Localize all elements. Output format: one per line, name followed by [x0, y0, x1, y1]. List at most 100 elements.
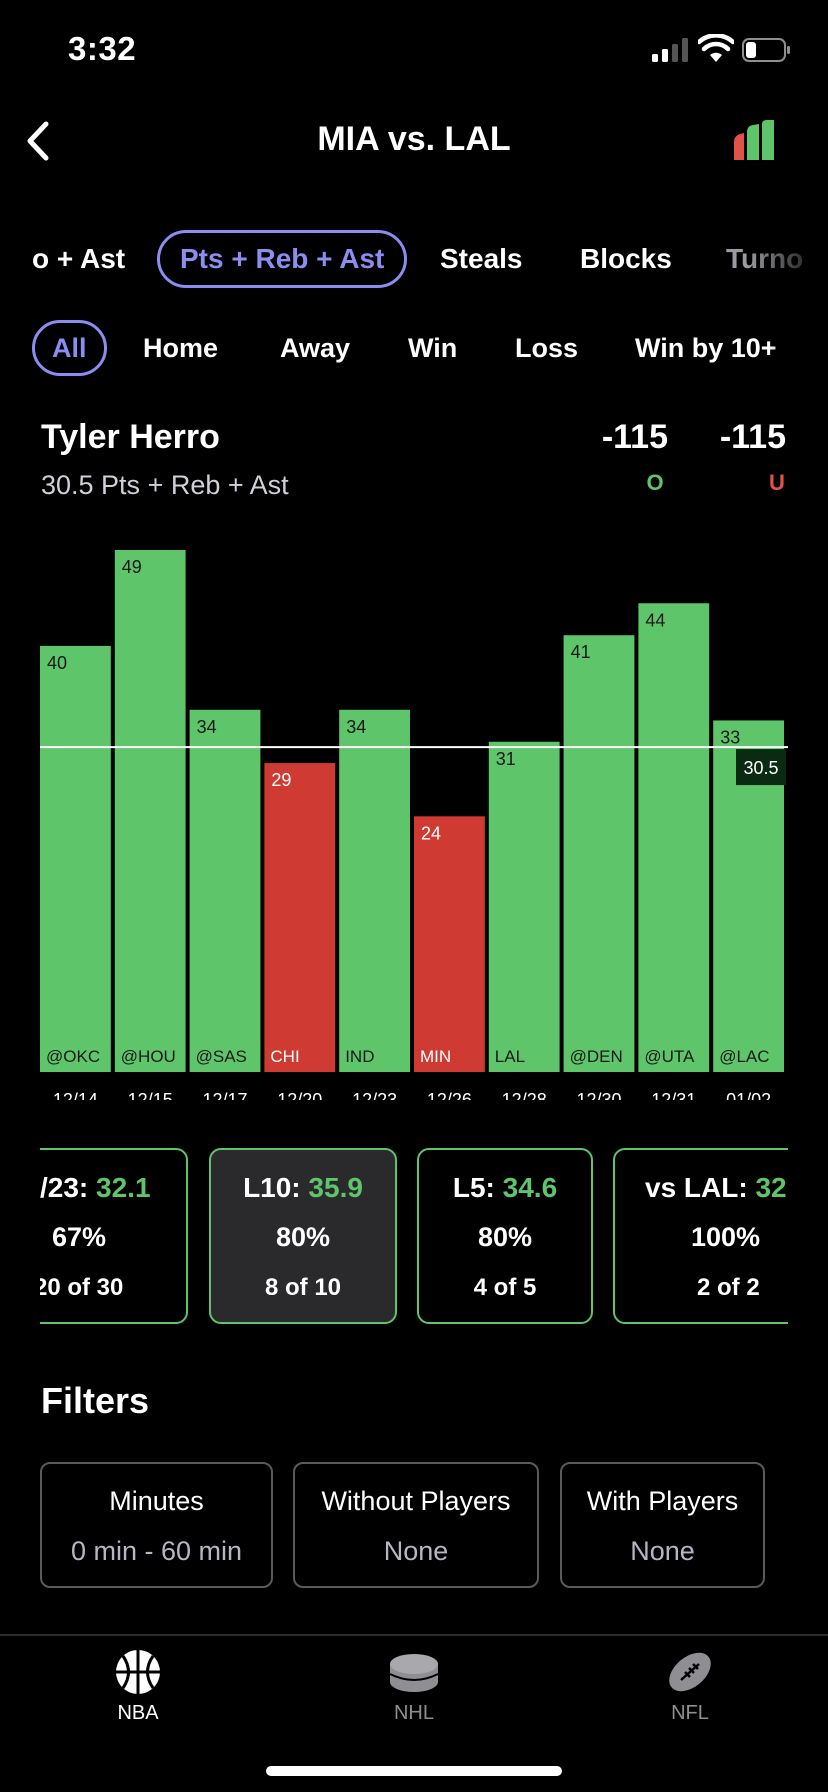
bar-opponent-label: LAL	[495, 1047, 525, 1066]
bar-opponent-label: MIN	[420, 1047, 451, 1066]
chart-bar[interactable]	[264, 763, 336, 1072]
filter-title: Without Players	[321, 1486, 511, 1516]
home-indicator	[266, 1766, 562, 1776]
under-odds[interactable]: -115	[719, 418, 786, 456]
x-tick-label: 12/28	[502, 1090, 547, 1100]
x-tick-label: 12/17	[202, 1090, 247, 1100]
over-odds[interactable]: -115	[601, 418, 668, 456]
tab-steals[interactable]: Steals	[440, 243, 523, 274]
split-card-vs-lal[interactable]: vs LAL: 32 100% 2 of 2	[613, 1148, 788, 1324]
card-average: 35.9	[308, 1172, 363, 1203]
bar-value-label: 40	[47, 653, 67, 673]
chart-bar[interactable]	[638, 603, 710, 1072]
page-title: MIA vs. LAL	[317, 120, 511, 158]
tab-label: NFL	[671, 1702, 709, 1724]
filter-value: None	[383, 1536, 449, 1566]
bar-value-label: 34	[346, 717, 366, 737]
bar-value-label: 29	[271, 770, 291, 790]
bar-opponent-label: @UTA	[644, 1047, 695, 1066]
scroll-fade	[768, 320, 828, 382]
card-hit-count: 8 of 10	[264, 1274, 342, 1301]
status-time: 3:32	[68, 30, 137, 67]
chart-bar[interactable]	[339, 709, 410, 1072]
tab-pts-reb-ast[interactable]: Pts + Reb + Ast	[157, 230, 408, 288]
bar-chart-icon[interactable]	[732, 120, 776, 160]
x-tick-label: 12/23	[352, 1090, 397, 1100]
filter-title: With Players	[586, 1486, 739, 1516]
scroll-fade	[748, 230, 828, 292]
tab-label: NBA	[117, 1702, 159, 1724]
card-average: 32.1	[96, 1172, 151, 1203]
card-hit-count: 4 of 5	[473, 1274, 537, 1301]
filters-heading: Filters	[41, 1380, 150, 1421]
bar-opponent-label: @DEN	[570, 1047, 623, 1066]
split-card-l5[interactable]: L5: 34.6 80% 4 of 5	[417, 1148, 593, 1324]
x-tick-label: 01/02	[726, 1090, 771, 1100]
bar-value-label: 44	[645, 610, 665, 630]
filter-value: None	[630, 1536, 695, 1566]
card-hit-rate: 80%	[275, 1222, 331, 1252]
chip-win-by-10[interactable]: Win by 10+	[635, 333, 777, 363]
card-label: vs LAL:	[645, 1172, 748, 1203]
bar-value-label: 34	[197, 717, 217, 737]
x-tick-label: 12/30	[576, 1090, 621, 1100]
chart-bar[interactable]	[563, 635, 635, 1072]
card-hit-rate: 67%	[52, 1222, 107, 1252]
prop-line-badge	[736, 749, 786, 786]
card-average: 34.6	[502, 1172, 558, 1203]
chart-bar[interactable]	[189, 709, 261, 1072]
chip-away[interactable]: Away	[280, 333, 351, 363]
bar-opponent-label: @HOU	[121, 1047, 176, 1066]
bar-value-label: 31	[496, 749, 516, 769]
filter-title: Minutes	[109, 1486, 204, 1516]
over-label: O	[646, 470, 664, 495]
tab-blocks[interactable]: Blocks	[580, 243, 672, 274]
x-tick-label: 12/14	[53, 1090, 98, 1100]
card-label: L5:	[452, 1172, 495, 1203]
chip-all[interactable]: All	[32, 320, 107, 376]
tab-pts-reb-ast-partial[interactable]: o + Ast	[32, 243, 126, 274]
tab-bar-divider	[0, 1634, 828, 1636]
tab-nba[interactable]: NBA	[58, 1648, 218, 1725]
battery-icon	[742, 38, 790, 62]
wifi-icon	[698, 34, 734, 62]
bar-value-label: 33	[720, 727, 740, 747]
game-log-bar-chart: 40 @OKC 12/14 49 @HOU 12/15 34 @SAS 12/17 29 CHI 12…	[40, 550, 788, 1100]
tab-nfl[interactable]: NFL	[610, 1648, 770, 1725]
chart-bar[interactable]	[114, 550, 186, 1072]
bar-value-label: 24	[421, 823, 441, 843]
bar-opponent-label: CHI	[270, 1047, 299, 1066]
hockey-puck-icon	[389, 1654, 439, 1692]
chart-bar[interactable]	[414, 816, 485, 1072]
bar-opponent-label: IND	[345, 1047, 374, 1066]
prop-line-label: 30.5	[743, 758, 778, 778]
filter-value: 0 min - 60 min	[70, 1536, 243, 1566]
card-hit-count: 2 of 2	[697, 1274, 760, 1301]
cellular-signal-icon	[652, 38, 688, 62]
split-card-since-date[interactable]: /23: 32.1 67% 20 of 30	[40, 1148, 188, 1324]
x-tick-label: 12/20	[277, 1090, 322, 1100]
card-hit-rate: 100%	[691, 1222, 761, 1252]
without-players-filter[interactable]: Without Players None	[293, 1462, 539, 1588]
card-label: /23:	[40, 1172, 89, 1203]
minutes-filter[interactable]: Minutes 0 min - 60 min	[40, 1462, 273, 1588]
tab-label: NHL	[393, 1702, 434, 1724]
with-players-filter[interactable]: With Players None	[560, 1462, 765, 1588]
bar-opponent-label: @LAC	[719, 1047, 769, 1066]
card-average: 32	[755, 1172, 787, 1203]
chip-loss[interactable]: Loss	[515, 333, 579, 363]
back-chevron-icon[interactable]	[22, 118, 54, 164]
split-card-l10[interactable]: L10: 35.9 80% 8 of 10	[209, 1148, 397, 1324]
chart-bar[interactable]	[40, 645, 111, 1072]
chip-home[interactable]: Home	[143, 333, 219, 363]
bar-value-label: 49	[122, 557, 142, 577]
player-prop-line: 30.5 Pts + Reb + Ast	[41, 470, 289, 500]
chip-win[interactable]: Win	[408, 333, 458, 363]
tab-nhl[interactable]: NHL	[334, 1648, 494, 1725]
card-label: L10:	[243, 1172, 301, 1203]
chart-bar[interactable]	[488, 741, 560, 1072]
bar-opponent-label: @OKC	[46, 1047, 100, 1066]
stat-category-tabs: o + Ast Pts + Reb + Ast Steals Blocks Tu…	[0, 230, 828, 292]
x-tick-label: 12/26	[427, 1090, 472, 1100]
split-cards-row: /23: 32.1 67% 20 of 30 L10: 35.9 80% 8 o…	[40, 1148, 788, 1332]
